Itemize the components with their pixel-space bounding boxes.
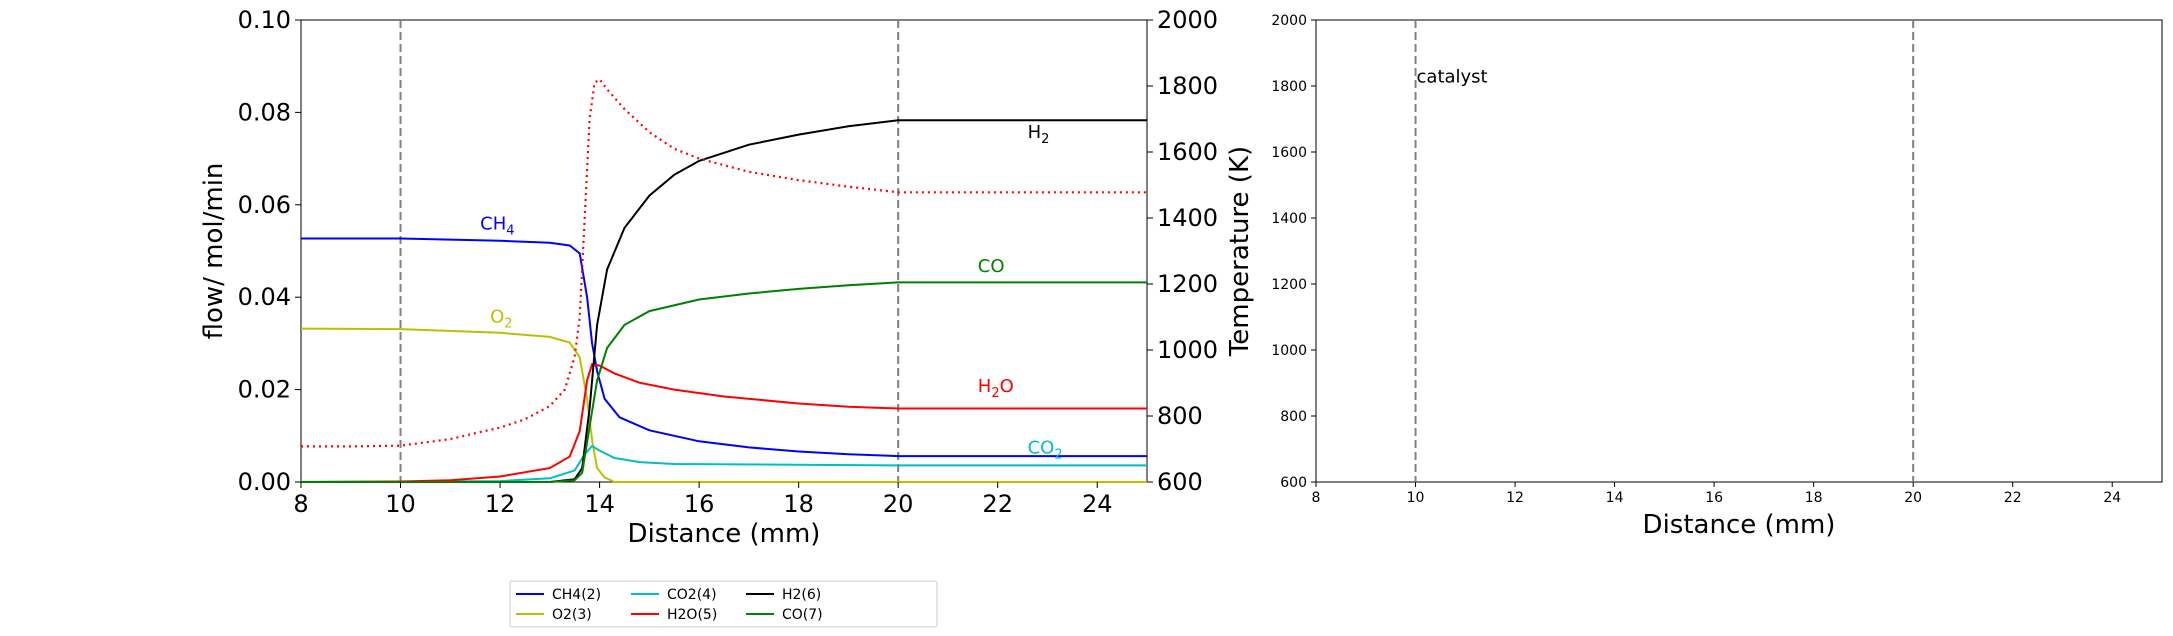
- y-tick-label: 1000: [1271, 343, 1307, 359]
- y2-tick-label: 600: [1157, 468, 1203, 496]
- y-tick-label: 0.02: [238, 376, 291, 404]
- x-tick-label: 20: [883, 490, 914, 518]
- y2-tick-label: 1200: [1157, 270, 1218, 298]
- series-line-o2-3: [300, 327, 1147, 483]
- legend-label-o2-3: O2(3): [552, 607, 592, 623]
- series-label-o2-3: O2: [490, 307, 512, 332]
- x-tick-label: 16: [1705, 490, 1723, 506]
- x-tick-label: 10: [1407, 490, 1425, 506]
- right-y-ticks: 600 800 1000 1200 1400 1600 1800 2000: [1271, 13, 1316, 491]
- y2-tick-label: 800: [1157, 402, 1203, 430]
- y-tick-label: 800: [1280, 409, 1307, 425]
- y2-tick-label: 1400: [1157, 204, 1218, 232]
- x-tick-label: 18: [1805, 490, 1823, 506]
- main-y-axis-label: flow/ mol/min: [199, 163, 229, 340]
- legend-items: CH4(2) O2(3) CO2(4) H2O(5) H2(6) CO(7): [516, 587, 823, 623]
- x-tick-label: 24: [1082, 490, 1113, 518]
- y-tick-label: 1800: [1271, 79, 1307, 95]
- right-x-axis-label: Distance (mm): [1643, 510, 1836, 540]
- y-tick-label: 0.10: [238, 6, 291, 34]
- series-line-co-7: [301, 281, 1147, 483]
- temperature-chart: 8 10 12 14 16 18 20 22 24 600 800 1000 1200 1400 1600…: [1271, 13, 2163, 540]
- series-line-ch4-2: [301, 237, 1147, 458]
- main-series: [300, 77, 1147, 483]
- series-label-co-7: CO: [978, 256, 1005, 277]
- y-tick-label: 1200: [1271, 277, 1307, 293]
- main-vlines: [399, 20, 900, 482]
- series-label-h2-6: H2: [1028, 122, 1050, 147]
- y2-tick-label: 2000: [1157, 6, 1218, 34]
- y2-tick-label: 1800: [1157, 72, 1218, 100]
- x-tick-label: 8: [293, 490, 308, 518]
- legend-label-h2o-5: H2O(5): [667, 607, 717, 623]
- main-y-ticks: 0.00 0.02 0.04 0.06 0.08 0.10: [238, 6, 301, 496]
- series-label-h2o-5: H2O: [978, 376, 1014, 401]
- x-tick-label: 8: [1312, 490, 1321, 506]
- x-tick-label: 12: [485, 490, 516, 518]
- legend: CH4(2) O2(3) CO2(4) H2O(5) H2(6) CO(7): [509, 580, 938, 628]
- temperature-line: [301, 77, 1147, 448]
- x-tick-label: 16: [684, 490, 715, 518]
- right-vlines: [1414, 20, 1915, 482]
- series-line-h2o-5: [300, 363, 1147, 483]
- y2-tick-label: 1600: [1157, 138, 1218, 166]
- x-tick-label: 12: [1506, 490, 1524, 506]
- y-tick-label: 0.08: [238, 98, 291, 126]
- temperature-plot-frame: [1315, 19, 2163, 483]
- series-label-ch4-2: CH4: [480, 213, 514, 238]
- y-tick-label: 0.06: [238, 191, 291, 219]
- x-tick-label: 22: [2004, 490, 2022, 506]
- y-tick-label: 0.04: [238, 283, 291, 311]
- x-tick-label: 18: [783, 490, 814, 518]
- x-tick-label: 14: [584, 490, 615, 518]
- series-line-h2-6: [301, 119, 1147, 483]
- x-tick-label: 22: [982, 490, 1013, 518]
- legend-label-h2-6: H2(6): [782, 587, 821, 603]
- legend-label-ch4-2: CH4(2): [552, 587, 601, 603]
- y2-tick-label: 1000: [1157, 336, 1218, 364]
- y-tick-label: 2000: [1271, 13, 1307, 29]
- x-tick-label: 10: [385, 490, 416, 518]
- y-tick-label: 0.00: [238, 468, 291, 496]
- legend-label-co-7: CO(7): [782, 607, 823, 623]
- y-tick-label: 600: [1280, 475, 1307, 491]
- series-line-co2-4: [300, 444, 1147, 483]
- x-tick-label: 24: [2103, 490, 2121, 506]
- catalyst-annotation: catalyst: [1417, 67, 1488, 88]
- main-plot-frame: [300, 19, 1148, 483]
- y-tick-label: 1400: [1271, 211, 1307, 227]
- legend-label-co2-4: CO2(4): [667, 587, 717, 603]
- main-y2-ticks: 600 800 1000 1200 1400 1600 1800 2000: [1147, 6, 1218, 496]
- series-label-co2-4: CO2: [1028, 437, 1063, 462]
- x-tick-label: 14: [1606, 490, 1624, 506]
- main-x-ticks: 8 10 12 14 16 18 20 22 24: [293, 482, 1113, 518]
- main-y2-axis-label: Temperature (K): [1225, 146, 1255, 357]
- legend-box: [509, 580, 938, 628]
- y-tick-label: 1600: [1271, 145, 1307, 161]
- right-x-ticks: 8 10 12 14 16 18 20 22 24: [1312, 482, 2121, 506]
- main-x-axis-label: Distance (mm): [628, 519, 821, 549]
- x-tick-label: 20: [1904, 490, 1922, 506]
